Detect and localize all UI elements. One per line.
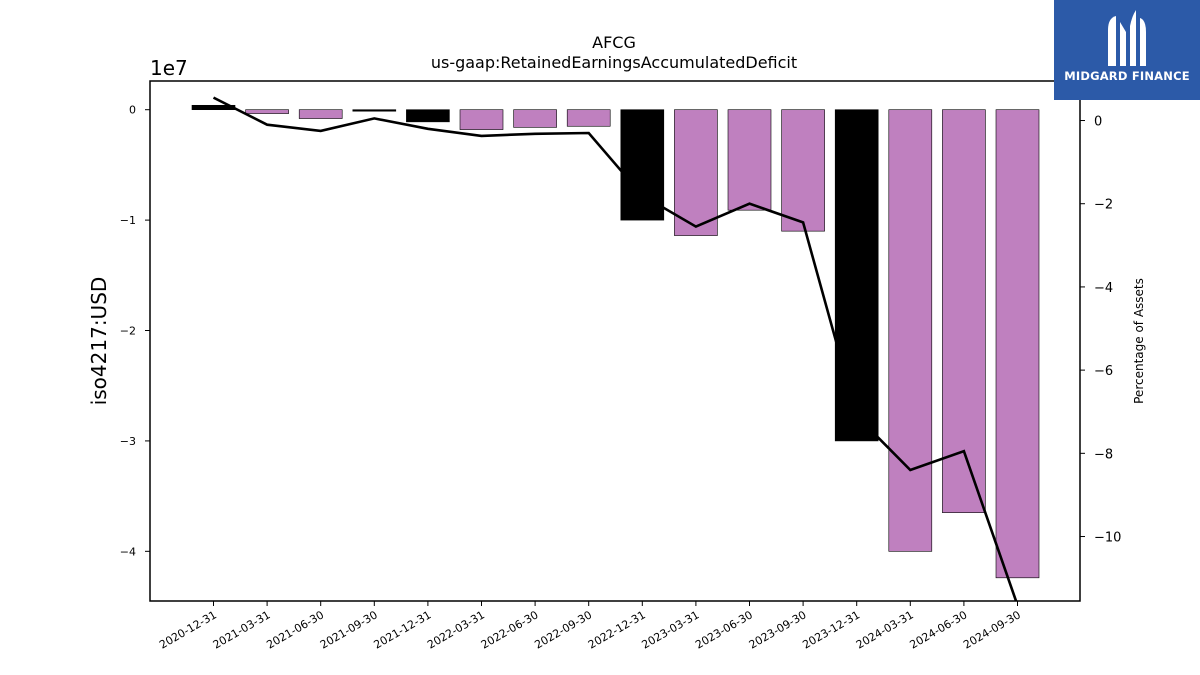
y2-tick-label: −6 <box>1094 364 1113 379</box>
bar-2021-09-30 <box>352 109 397 112</box>
logo-text: MIDGARD FINANCE <box>1064 69 1190 83</box>
x-tick-label: 2023-09-30 <box>747 608 809 651</box>
percent-of-assets-line <box>212 96 1018 601</box>
y-tick-label: −1 <box>120 214 136 227</box>
bar-2023-03-31 <box>674 109 718 236</box>
y2-tick-label: −10 <box>1094 531 1121 546</box>
y-tick-label: 0 <box>129 104 136 117</box>
x-tick-label: 2021-09-30 <box>318 608 380 651</box>
y-tick-label: −2 <box>120 325 136 338</box>
x-tick-label: 2023-06-30 <box>693 608 755 651</box>
plot-frame <box>149 80 1081 602</box>
y2-tick-label: −4 <box>1094 281 1113 296</box>
y2-tick-label: 0 <box>1094 115 1102 130</box>
bar-2021-03-31 <box>245 109 289 114</box>
y-tick-label: −3 <box>120 435 136 448</box>
bar-2022-12-31 <box>620 109 665 221</box>
y2-tick-label: −2 <box>1094 198 1113 213</box>
x-tick-label: 2023-03-31 <box>640 608 702 651</box>
bar-2023-12-31 <box>834 109 879 442</box>
x-tick-label: 2020-12-31 <box>157 608 219 651</box>
x-tick-label: 2022-09-30 <box>532 608 594 651</box>
midgard-finance-logo: MIDGARD FINANCE <box>1054 0 1200 100</box>
chart-title: AFCG <box>592 33 636 52</box>
x-tick-label: 2021-06-30 <box>264 608 326 651</box>
y-axis-label: iso4217:USD <box>87 277 111 406</box>
x-tick-label: 2022-03-31 <box>425 608 487 651</box>
x-tick-label: 2024-03-31 <box>854 608 916 651</box>
x-tick-label: 2022-12-31 <box>586 608 648 651</box>
y-offset-label: 1e7 <box>150 56 188 80</box>
bar-2024-03-31 <box>888 109 933 552</box>
y-tick-label: −4 <box>120 545 136 558</box>
bar-2024-09-30 <box>995 109 1040 579</box>
y2-axis-label: Percentage of Assets <box>1132 278 1146 404</box>
x-tick-label: 2023-12-31 <box>800 608 862 651</box>
bar-2024-06-30 <box>942 109 986 513</box>
x-tick-label: 2024-06-30 <box>908 608 970 651</box>
bar-2021-06-30 <box>298 109 343 119</box>
x-tick-label: 2022-06-30 <box>479 608 541 651</box>
y2-tick-label: −8 <box>1094 447 1113 462</box>
x-tick-label: 2024-09-30 <box>961 608 1023 651</box>
bar-2022-03-31 <box>459 109 504 130</box>
bar-2023-06-30 <box>727 109 772 211</box>
bar-2022-09-30 <box>566 109 611 127</box>
x-tick-label: 2021-03-31 <box>211 608 273 651</box>
bar-2021-12-31 <box>406 109 450 123</box>
chart-subtitle: us-gaap:RetainedEarningsAccumulatedDefic… <box>431 53 797 72</box>
bar-2023-09-30 <box>781 109 825 232</box>
x-tick-label: 2021-12-31 <box>372 608 434 651</box>
bar-2022-06-30 <box>513 109 557 128</box>
midgard-m-icon <box>1108 10 1146 66</box>
